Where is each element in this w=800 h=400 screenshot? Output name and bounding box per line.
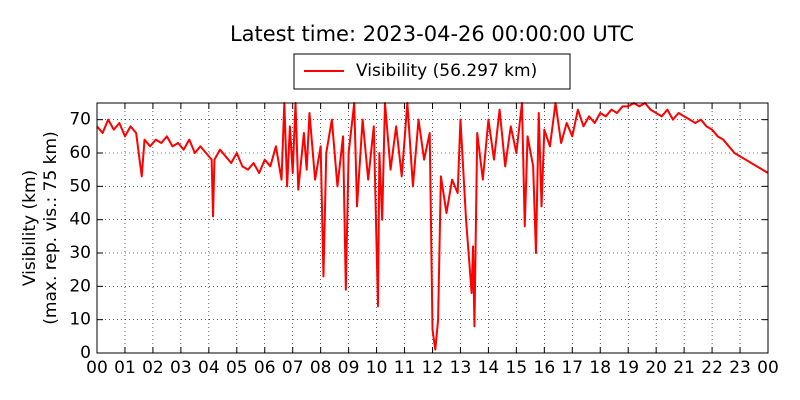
plot-frame: [96, 102, 769, 354]
x-tick-label: 19: [617, 358, 639, 378]
x-tick-label: 18: [589, 358, 611, 378]
x-tick-label: 10: [366, 358, 388, 378]
x-tick-label: 00: [86, 358, 108, 378]
x-tick-label: 03: [170, 358, 192, 378]
data-line: [96, 102, 769, 351]
x-tick-label: 22: [701, 358, 723, 378]
x-tick-label: 09: [338, 358, 360, 378]
x-tick-label: 02: [142, 358, 164, 378]
x-tick-label: 06: [254, 358, 276, 378]
x-tick-label: 12: [422, 358, 444, 378]
chart-title: Latest time: 2023-04-26 00:00:00 UTC: [230, 22, 634, 46]
y-tick-label: 70: [69, 110, 91, 130]
x-tick-label: 23: [729, 358, 751, 378]
x-tick-label: 00: [757, 358, 779, 378]
x-tick-label: 11: [394, 358, 416, 378]
x-tick-label: 20: [645, 358, 667, 378]
y-axis-label-line: (max. rep. vis.: 75 km): [41, 131, 61, 324]
x-tick-label: 05: [226, 358, 248, 378]
y-tick-label: 20: [69, 276, 91, 296]
y-tick-label: 10: [69, 310, 91, 330]
x-tick-label: 08: [310, 358, 332, 378]
x-tick-label: 15: [506, 358, 528, 378]
y-tick-label: 60: [69, 143, 91, 163]
y-tick-label: 30: [69, 243, 91, 263]
x-tick-label: 17: [561, 358, 583, 378]
y-axis-label: Visibility (km) (max. rep. vis.: 75 km): [20, 131, 61, 324]
x-tick-label: 16: [534, 358, 556, 378]
x-tick-label: 13: [450, 358, 472, 378]
x-tick-label: 04: [198, 358, 220, 378]
legend-label: Visibility (56.297 km): [356, 61, 537, 81]
x-tick-label: 07: [282, 358, 304, 378]
y-tick-label: 50: [69, 176, 91, 196]
x-tick-label: 01: [114, 358, 136, 378]
y-axis-label-line: Visibility (km): [20, 170, 40, 286]
y-tick-label: 40: [69, 210, 91, 230]
x-tick-label: 21: [673, 358, 695, 378]
y-tick-label: 0: [80, 343, 91, 363]
x-tick-label: 14: [478, 358, 500, 378]
